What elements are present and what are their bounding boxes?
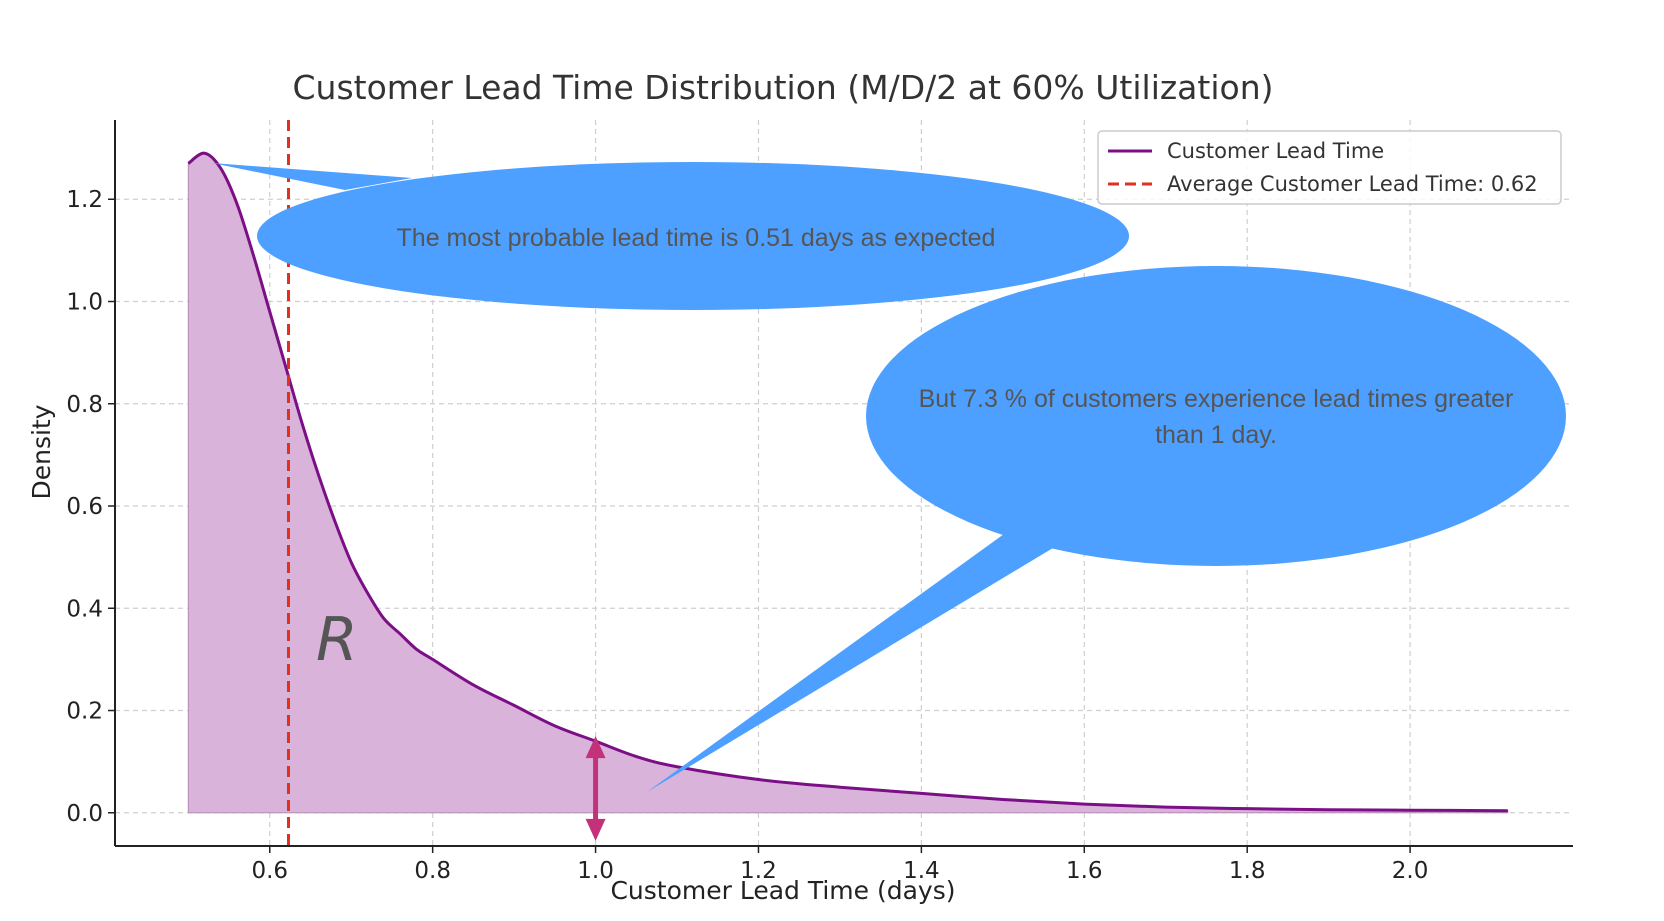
density-curve — [187, 151, 1508, 813]
callout-text-line-1: But 7.3 % of customers experience lead t… — [919, 385, 1514, 413]
x-axis-label: Customer Lead Time (days) — [610, 876, 955, 905]
x-tick-label: 1.2 — [740, 858, 777, 884]
callout-bubble — [257, 162, 1129, 310]
arrow-head-down — [585, 818, 606, 841]
threshold-double-arrow — [585, 736, 606, 841]
y-tick-label: 0.2 — [66, 699, 103, 725]
y-tick-label: 0.8 — [66, 392, 103, 418]
callout-tail-percentage: But 7.3 % of customers experience lead t… — [647, 266, 1566, 792]
callout-bubble — [866, 266, 1566, 566]
arrow-head-up — [585, 736, 606, 759]
x-tick-label: 1.0 — [577, 858, 614, 884]
x-tick-label: 1.8 — [1229, 858, 1266, 884]
x-tick-label: 1.6 — [1066, 858, 1103, 884]
legend-label-average: Average Customer Lead Time: 0.62 — [1167, 172, 1538, 196]
callout-text-line-2: than 1 day. — [1155, 421, 1277, 449]
y-tick-label: 0.6 — [66, 494, 103, 520]
axis-ticks: 0.6 0.8 1.0 1.2 1.4 1.6 1.8 2.0 0.0 0.2 0.4 0.6 0.8 1… — [66, 187, 1428, 884]
x-tick-label: 0.8 — [414, 858, 451, 884]
x-tick-label: 0.6 — [251, 858, 288, 884]
callout-pointer — [212, 163, 412, 190]
y-tick-label: 1.0 — [66, 290, 103, 316]
y-tick-label: 0.4 — [66, 596, 103, 622]
y-tick-label: 0.0 — [66, 801, 103, 827]
y-tick-label: 1.2 — [66, 187, 103, 213]
chart-title: Customer Lead Time Distribution (M/D/2 a… — [292, 68, 1273, 107]
legend: Customer Lead Time Average Customer Lead… — [1097, 130, 1562, 205]
x-tick-label: 1.4 — [903, 858, 940, 884]
y-axis-label: Density — [27, 404, 56, 499]
region-label: R — [316, 605, 358, 675]
callout-text: The most probable lead time is 0.51 days… — [397, 224, 996, 252]
callout-pointer — [647, 534, 1053, 792]
legend-label-curve: Customer Lead Time — [1167, 139, 1384, 163]
legend-box — [1097, 130, 1562, 205]
x-tick-label: 2.0 — [1392, 858, 1429, 884]
callout-most-probable: The most probable lead time is 0.51 days… — [212, 162, 1129, 310]
